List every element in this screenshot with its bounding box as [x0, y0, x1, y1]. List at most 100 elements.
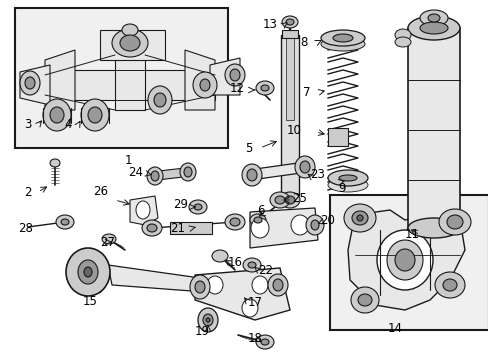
Ellipse shape — [251, 276, 267, 294]
Ellipse shape — [294, 156, 314, 178]
Polygon shape — [247, 162, 307, 180]
Ellipse shape — [88, 107, 102, 123]
Ellipse shape — [81, 99, 109, 131]
Ellipse shape — [386, 240, 422, 280]
Ellipse shape — [61, 219, 69, 225]
Ellipse shape — [229, 69, 240, 81]
Ellipse shape — [154, 93, 165, 107]
Ellipse shape — [280, 192, 299, 208]
Ellipse shape — [285, 19, 293, 25]
Ellipse shape — [224, 214, 244, 230]
Polygon shape — [347, 210, 464, 310]
Polygon shape — [20, 65, 50, 105]
Text: 27: 27 — [100, 235, 115, 248]
Ellipse shape — [446, 215, 462, 229]
Text: 25: 25 — [291, 192, 306, 204]
Ellipse shape — [285, 196, 294, 204]
Ellipse shape — [198, 308, 218, 332]
Ellipse shape — [351, 211, 367, 225]
Bar — [15, 8, 227, 148]
Text: 9: 9 — [337, 182, 345, 195]
Ellipse shape — [247, 262, 256, 268]
Ellipse shape — [243, 258, 261, 272]
Ellipse shape — [290, 215, 308, 235]
Ellipse shape — [112, 29, 148, 57]
Text: 3: 3 — [24, 118, 32, 131]
Ellipse shape — [274, 196, 285, 204]
Ellipse shape — [84, 267, 92, 277]
Text: 23: 23 — [309, 168, 324, 181]
Text: 18: 18 — [247, 332, 263, 345]
Ellipse shape — [189, 200, 206, 214]
Ellipse shape — [305, 215, 324, 235]
Ellipse shape — [256, 335, 273, 349]
Ellipse shape — [183, 167, 192, 177]
Polygon shape — [285, 35, 293, 120]
Ellipse shape — [394, 29, 410, 41]
Ellipse shape — [350, 287, 378, 313]
Ellipse shape — [338, 175, 356, 181]
Text: 8: 8 — [300, 36, 307, 49]
Ellipse shape — [200, 79, 209, 91]
Ellipse shape — [242, 164, 262, 186]
Ellipse shape — [269, 192, 289, 208]
Text: 20: 20 — [319, 213, 334, 226]
Text: 29: 29 — [173, 198, 187, 211]
Text: 26: 26 — [93, 185, 108, 198]
Ellipse shape — [434, 272, 464, 298]
Text: 7: 7 — [302, 85, 309, 99]
Ellipse shape — [122, 24, 138, 36]
Ellipse shape — [194, 204, 202, 210]
Text: 17: 17 — [247, 296, 263, 309]
Polygon shape — [195, 268, 289, 320]
Text: 28: 28 — [18, 221, 33, 234]
Ellipse shape — [282, 16, 297, 28]
Ellipse shape — [242, 299, 258, 317]
Ellipse shape — [43, 99, 71, 131]
Text: 13: 13 — [263, 18, 278, 31]
Polygon shape — [108, 265, 204, 292]
Text: 1: 1 — [124, 153, 131, 166]
Text: 5: 5 — [244, 141, 251, 154]
Text: 2: 2 — [24, 185, 32, 198]
Polygon shape — [209, 58, 240, 95]
Ellipse shape — [256, 81, 273, 95]
Polygon shape — [184, 50, 215, 110]
Ellipse shape — [427, 14, 439, 22]
Ellipse shape — [261, 85, 268, 91]
Bar — [282, 30, 297, 38]
Ellipse shape — [151, 171, 159, 181]
Ellipse shape — [203, 314, 213, 326]
Text: 16: 16 — [227, 256, 243, 269]
Ellipse shape — [356, 215, 362, 221]
Polygon shape — [281, 35, 298, 195]
Ellipse shape — [253, 217, 262, 223]
Ellipse shape — [180, 163, 196, 181]
Bar — [327, 128, 347, 146]
Ellipse shape — [343, 204, 375, 232]
Ellipse shape — [56, 215, 74, 229]
Ellipse shape — [320, 30, 364, 46]
Ellipse shape — [229, 218, 240, 226]
Bar — [407, 28, 459, 228]
Ellipse shape — [327, 170, 367, 186]
Ellipse shape — [250, 218, 268, 238]
Polygon shape — [115, 55, 145, 110]
Ellipse shape — [376, 230, 432, 290]
Text: 10: 10 — [286, 123, 302, 136]
Ellipse shape — [224, 64, 244, 86]
Ellipse shape — [25, 77, 35, 89]
Ellipse shape — [394, 37, 410, 47]
Ellipse shape — [102, 234, 116, 244]
Ellipse shape — [50, 159, 60, 167]
Ellipse shape — [205, 318, 209, 322]
Text: 24: 24 — [128, 166, 142, 179]
Polygon shape — [150, 168, 192, 180]
Ellipse shape — [78, 260, 98, 284]
Ellipse shape — [332, 34, 352, 42]
Ellipse shape — [142, 220, 162, 236]
Ellipse shape — [206, 276, 223, 294]
Ellipse shape — [195, 281, 204, 293]
Text: 6: 6 — [257, 203, 264, 216]
Ellipse shape — [136, 201, 150, 219]
